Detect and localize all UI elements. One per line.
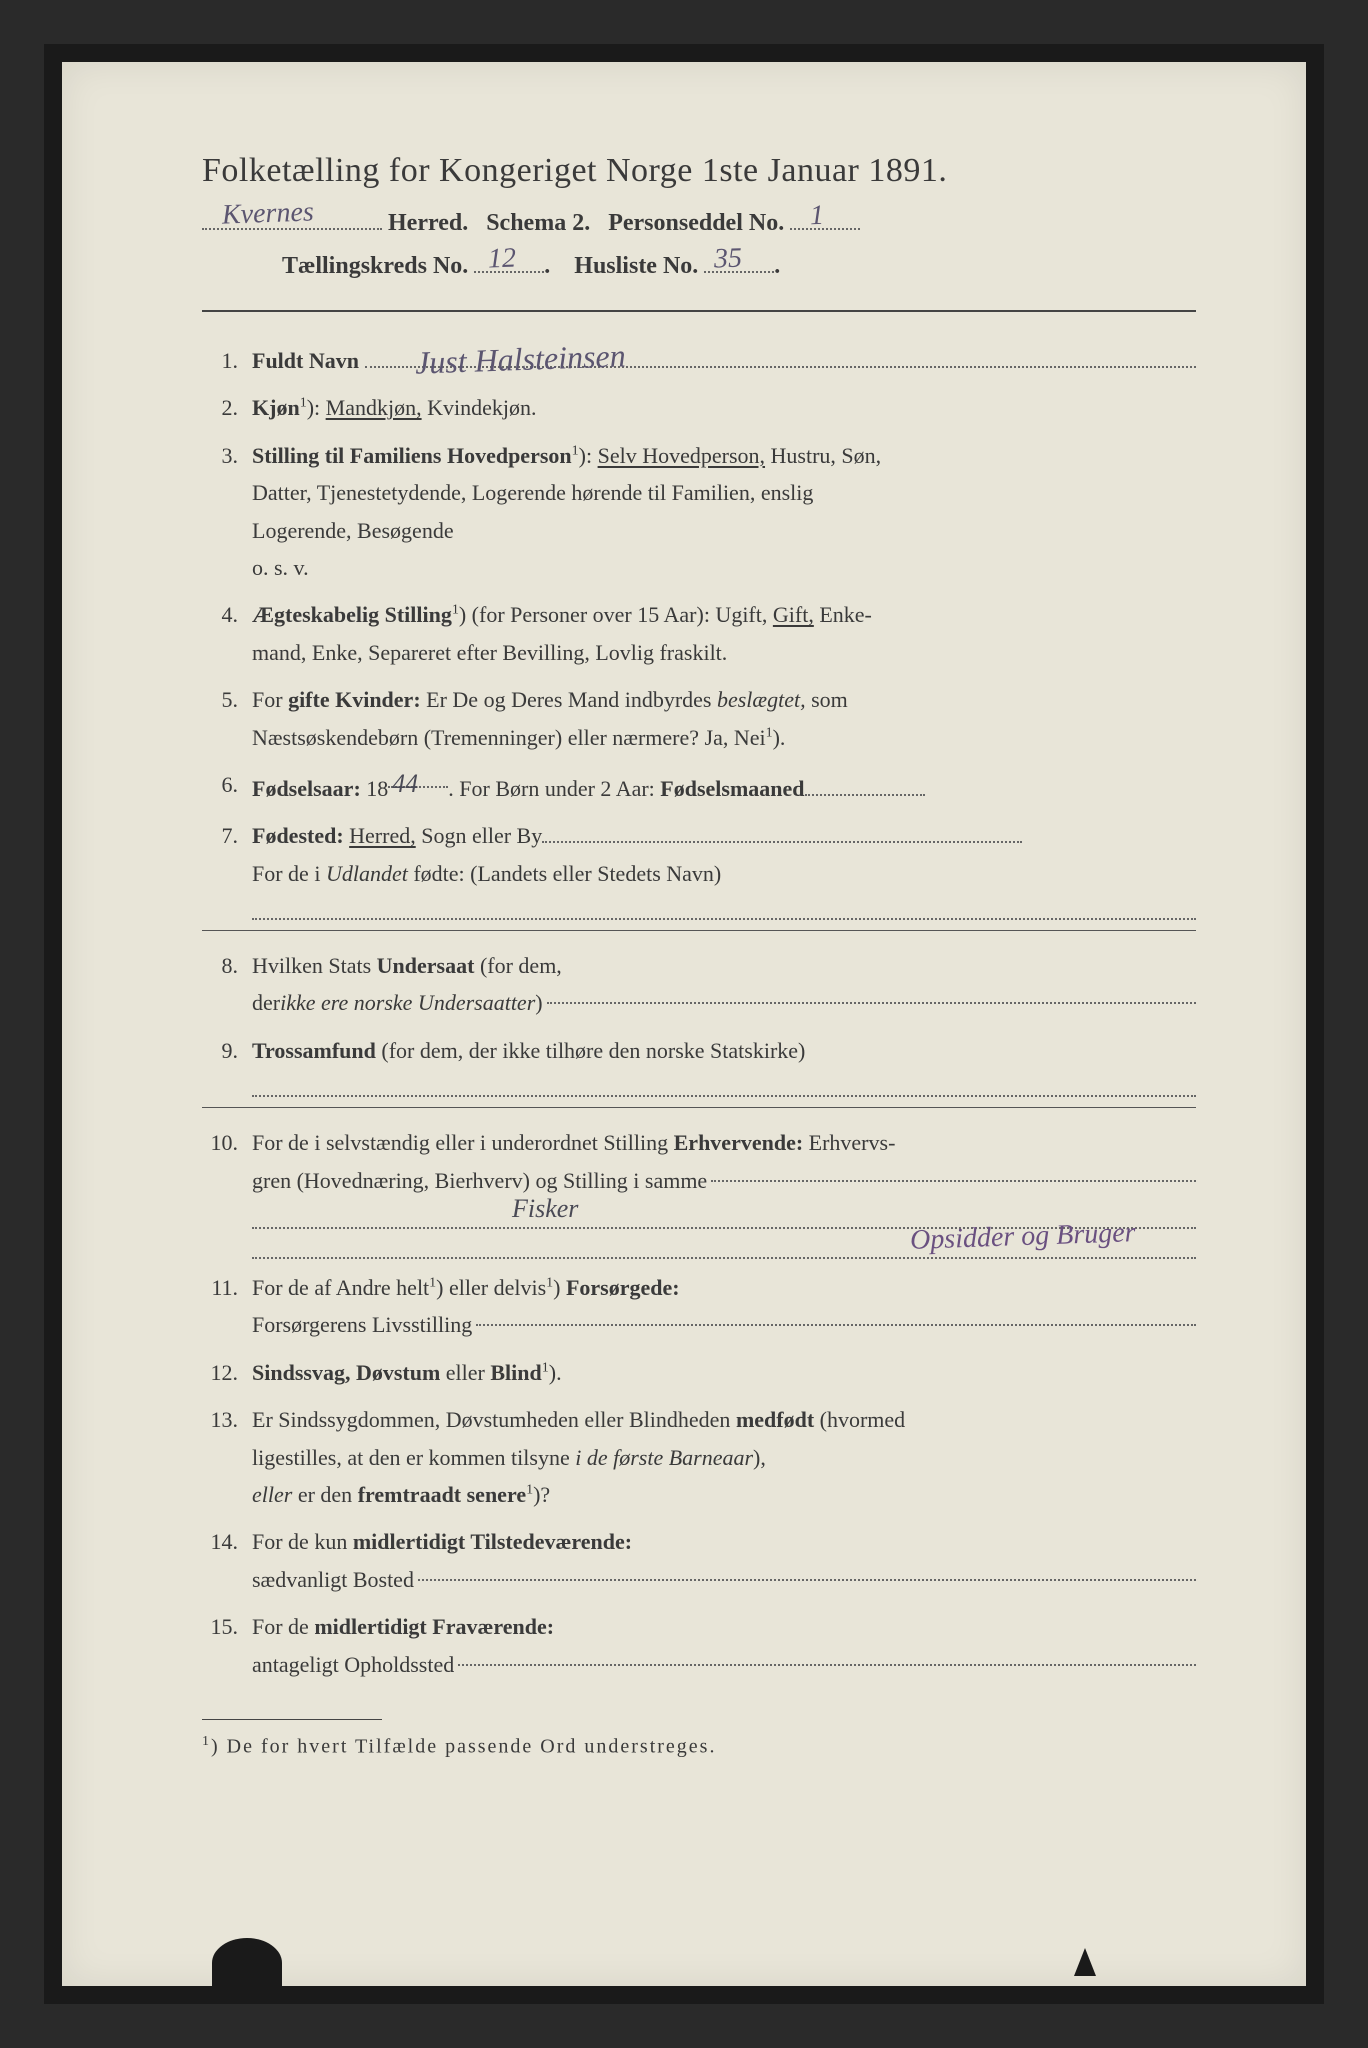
row-4-gift: Gift, — [773, 602, 814, 627]
row-4-num: 4. — [202, 596, 252, 633]
header-line-3: Tællingskreds No. 12 . Husliste No. 35 . — [202, 251, 1196, 280]
husliste-no: 35 — [714, 243, 743, 276]
row-9-num: 9. — [202, 1032, 252, 1069]
row-6: 6. Fødselsaar: 1844. For Børn under 2 Aa… — [202, 766, 1196, 807]
row-10-hand1: Fisker — [512, 1187, 578, 1231]
row-5: 5. For gifte Kvinder: Er De og Deres Man… — [202, 681, 1196, 756]
row-13-num: 13. — [202, 1401, 252, 1438]
row-5-num: 5. — [202, 681, 252, 718]
page-damage-blob — [212, 1938, 282, 1988]
row-3-label: Stilling til Familiens Hovedperson — [252, 443, 572, 468]
row-10-hand2: Opsidder og Bruger — [910, 1210, 1137, 1265]
row-2-mandkjon: Mandkjøn, — [326, 395, 422, 420]
row-3-selv: Selv Hovedperson, — [598, 443, 765, 468]
row-7-herred: Herred, — [349, 823, 416, 848]
page-title: Folketælling for Kongeriget Norge 1ste J… — [202, 152, 1196, 190]
row-4-label: Ægteskabelig Stilling — [252, 602, 452, 627]
mid-divider-1 — [202, 930, 1196, 931]
row-1-label: Fuldt Navn — [252, 342, 359, 379]
row-14: 14. For de kun midlertidigt Tilstedevære… — [202, 1523, 1196, 1598]
row-10: 10. For de i selvstændig eller i underor… — [202, 1124, 1196, 1259]
row-2-label: Kjøn — [252, 395, 300, 420]
row-6-label: Fødselsaar: — [252, 776, 361, 801]
row-2-num: 2. — [202, 389, 252, 426]
row-4: 4. Ægteskabelig Stilling1) (for Personer… — [202, 596, 1196, 671]
husliste-label: Husliste No. — [574, 253, 698, 279]
row-2-kvindekjon: Kvindekjøn. — [422, 395, 537, 420]
row-10-num: 10. — [202, 1124, 252, 1161]
scan-frame: Folketælling for Kongeriget Norge 1ste J… — [44, 44, 1324, 2004]
row-8-num: 8. — [202, 947, 252, 984]
form-body: 1. Fuldt Navn Just Halsteinsen 2. Kjøn1)… — [202, 342, 1196, 1683]
row-11-num: 11. — [202, 1269, 252, 1306]
row-7: 7. Fødested: Herred, Sogn eller By For d… — [202, 817, 1196, 920]
row-1-name-value: Just Halsteinsen — [414, 328, 626, 390]
footnote: 1) De for hvert Tilfælde passende Ord un… — [202, 1734, 1196, 1759]
herred-handwritten: Kvernes — [221, 196, 314, 231]
row-7-num: 7. — [202, 817, 252, 854]
personseddel-no: 1 — [810, 200, 825, 232]
row-12: 12. Sindssvag, Døvstum eller Blind1). — [202, 1354, 1196, 1391]
row-3-num: 3. — [202, 437, 252, 474]
row-15: 15. For de midlertidigt Fraværende: anta… — [202, 1608, 1196, 1683]
header-line-2: Kvernes Herred. Schema 2. Personseddel N… — [202, 208, 1196, 237]
row-15-num: 15. — [202, 1608, 252, 1645]
row-3: 3. Stilling til Familiens Hovedperson1):… — [202, 437, 1196, 587]
footnote-rule — [202, 1719, 382, 1720]
row-6-num: 6. — [202, 766, 252, 803]
kreds-label: Tællingskreds No. — [282, 253, 468, 279]
personseddel-label: Personseddel No. — [608, 210, 784, 236]
row-13: 13. Er Sindssygdommen, Døvstumheden elle… — [202, 1401, 1196, 1513]
schema-label: Schema 2. — [486, 210, 590, 236]
row-1-num: 1. — [202, 342, 252, 379]
document-page: Folketælling for Kongeriget Norge 1ste J… — [62, 62, 1306, 1986]
header-divider — [202, 310, 1196, 312]
row-7-label: Fødested: — [252, 823, 344, 848]
kreds-no: 12 — [488, 243, 517, 276]
row-11: 11. For de af Andre helt1) eller delvis1… — [202, 1269, 1196, 1344]
row-14-num: 14. — [202, 1523, 252, 1560]
row-12-num: 12. — [202, 1354, 252, 1391]
row-6-year: 44 — [392, 769, 418, 798]
mid-divider-2 — [202, 1107, 1196, 1108]
row-9: 9. Trossamfund (for dem, der ikke tilhør… — [202, 1032, 1196, 1097]
row-8: 8. Hvilken Stats Undersaat (for dem, der… — [202, 947, 1196, 1022]
row-1: 1. Fuldt Navn Just Halsteinsen — [202, 342, 1196, 379]
row-2: 2. Kjøn1): Mandkjøn, Kvindekjøn. — [202, 389, 1196, 426]
herred-label: Herred. — [388, 210, 468, 236]
page-tear — [1074, 1948, 1096, 1976]
